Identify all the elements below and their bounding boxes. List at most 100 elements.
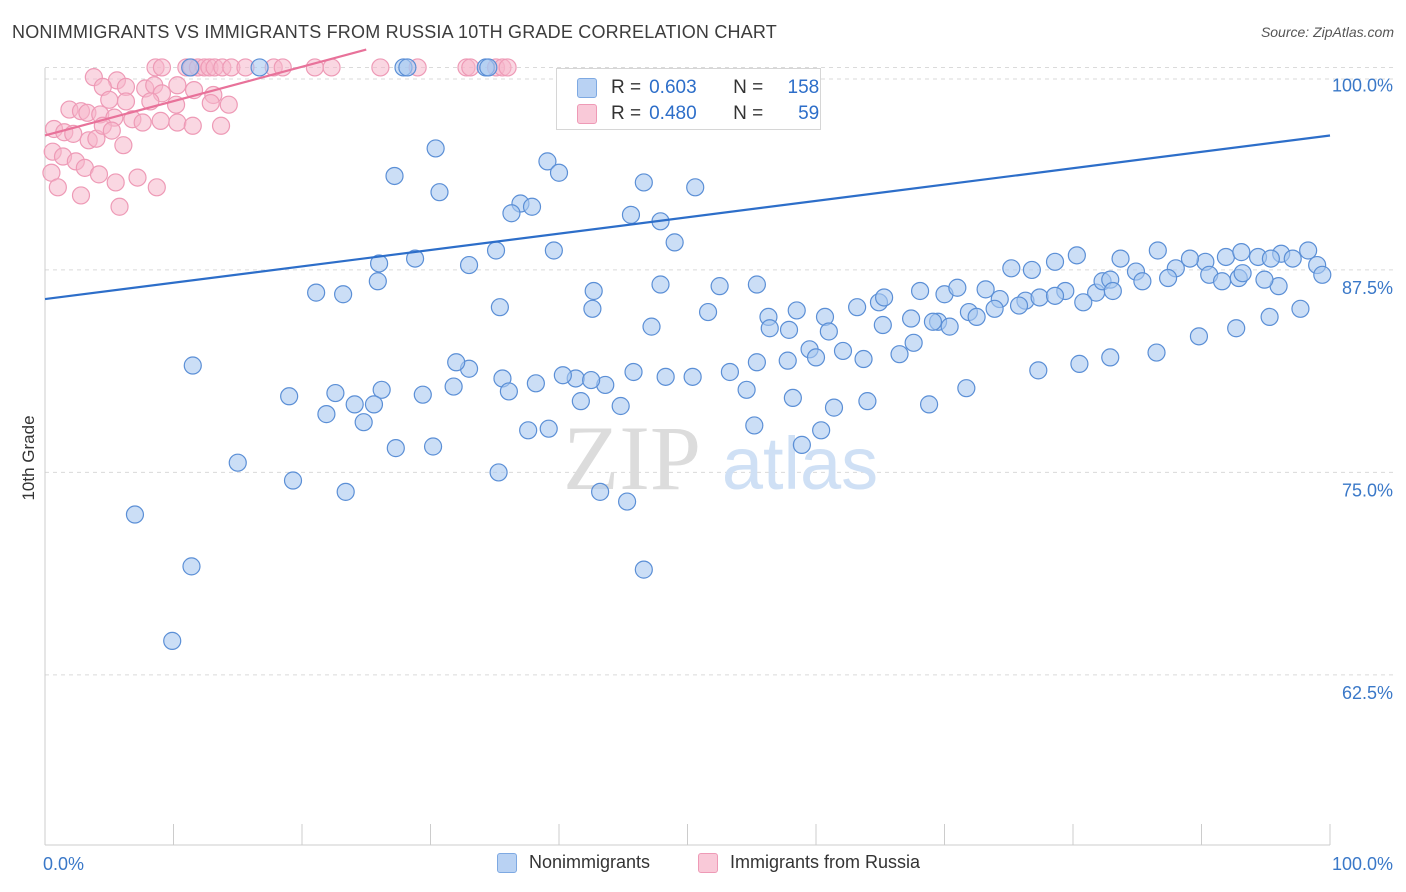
data-point-nonimmigrants: [1313, 265, 1332, 284]
data-point-nonimmigrants: [634, 560, 653, 579]
stats-n-value: 59: [798, 103, 820, 124]
trend-line-immigrants-russia: [44, 48, 367, 137]
data-point-immigrants-russia: [152, 58, 172, 77]
data-point-nonimmigrants: [423, 437, 443, 456]
data-point-nonimmigrants: [910, 281, 930, 301]
data-point-nonimmigrants: [1261, 249, 1280, 268]
data-point-nonimmigrants: [940, 317, 959, 336]
data-point-nonimmigrants: [489, 463, 508, 482]
data-point-nonimmigrants: [526, 374, 545, 393]
stats-swatch-blue: [577, 78, 597, 98]
data-point-nonimmigrants: [553, 366, 572, 385]
data-point-nonimmigrants: [1022, 260, 1041, 280]
data-point-nonimmigrants: [634, 173, 653, 192]
data-point-nonimmigrants: [354, 413, 373, 432]
data-point-nonimmigrants: [1212, 272, 1232, 291]
stats-swatch-pink: [577, 104, 597, 124]
data-point-nonimmigrants: [611, 396, 630, 416]
data-point-nonimmigrants: [372, 380, 391, 399]
data-point-nonimmigrants: [923, 312, 943, 331]
stats-n-label: N =: [733, 103, 764, 124]
legend-label-nonimmigrants: Nonimmigrants: [529, 852, 651, 872]
data-point-nonimmigrants: [447, 353, 466, 372]
data-point-nonimmigrants: [919, 395, 939, 414]
nonimmigrants-points: [125, 58, 1332, 650]
data-point-nonimmigrants: [250, 58, 269, 77]
data-point-nonimmigrants: [624, 362, 643, 382]
data-point-nonimmigrants: [737, 380, 756, 399]
legend-item-nonimmigrants[interactable]: Nonimmigrants: [497, 852, 650, 873]
legend-item-immigrants-russia[interactable]: Immigrants from Russia: [698, 852, 920, 873]
data-point-nonimmigrants: [364, 395, 384, 414]
data-point-nonimmigrants: [1158, 268, 1178, 288]
watermark-atlas: atlas: [722, 422, 878, 505]
data-point-nonimmigrants: [854, 349, 873, 369]
data-point-immigrants-russia: [71, 186, 91, 205]
chart-legend: Nonimmigrants Immigrants from Russia: [0, 852, 1406, 876]
data-point-nonimmigrants: [976, 280, 995, 299]
data-point-immigrants-russia: [147, 178, 166, 197]
y-tick-label: 75.0%: [1342, 480, 1393, 500]
data-point-nonimmigrants: [280, 387, 299, 406]
data-point-nonimmigrants: [538, 152, 557, 171]
chart-source: Source: ZipAtlas.com: [1260, 24, 1394, 40]
data-point-nonimmigrants: [848, 298, 867, 317]
data-point-immigrants-russia: [114, 136, 133, 155]
data-point-nonimmigrants: [967, 307, 986, 327]
data-point-nonimmigrants: [875, 288, 894, 307]
stats-r-label: R =: [611, 103, 642, 124]
data-point-nonimmigrants: [490, 298, 509, 317]
data-point-nonimmigrants: [1111, 249, 1130, 268]
data-point-nonimmigrants: [370, 254, 389, 273]
data-point-immigrants-russia: [110, 197, 129, 216]
data-point-nonimmigrants: [499, 382, 518, 401]
stats-r-value: 0.603: [649, 77, 697, 98]
data-point-nonimmigrants: [1067, 246, 1086, 265]
data-point-nonimmigrants: [683, 367, 702, 386]
legend-swatch-blue: [497, 852, 517, 873]
data-point-nonimmigrants: [459, 255, 479, 275]
data-point-immigrants-russia: [48, 178, 67, 197]
x-tick-label-max: 100.0%: [1332, 854, 1393, 874]
y-tick-label: 87.5%: [1342, 278, 1393, 298]
data-point-nonimmigrants: [787, 301, 806, 320]
data-point-nonimmigrants: [890, 345, 909, 364]
data-point-nonimmigrants: [583, 299, 602, 318]
x-tick-labels: 0.0% 100.0%: [43, 854, 1393, 874]
data-point-nonimmigrants: [386, 439, 405, 458]
data-point-nonimmigrants: [539, 419, 558, 438]
data-point-nonimmigrants: [584, 281, 603, 301]
data-point-nonimmigrants: [873, 315, 892, 335]
data-point-nonimmigrants: [336, 482, 355, 501]
data-point-nonimmigrants: [819, 322, 838, 341]
data-point-nonimmigrants: [1189, 327, 1209, 346]
data-point-nonimmigrants: [783, 388, 802, 408]
stats-row-immigrants-russia: R = 0.480 N = 59: [577, 102, 819, 126]
data-point-nonimmigrants: [1148, 241, 1167, 260]
data-point-nonimmigrants: [651, 275, 670, 294]
data-point-nonimmigrants: [618, 492, 637, 511]
data-point-nonimmigrants: [1180, 249, 1200, 268]
data-point-nonimmigrants: [1227, 319, 1246, 338]
data-point-nonimmigrants: [522, 197, 542, 216]
data-point-nonimmigrants: [1299, 241, 1318, 260]
data-point-nonimmigrants: [228, 453, 247, 472]
chart-title: NONIMMIGRANTS VS IMMIGRANTS FROM RUSSIA …: [12, 22, 778, 42]
data-point-immigrants-russia: [498, 58, 517, 77]
data-point-nonimmigrants: [405, 249, 425, 268]
trend-line-nonimmigrants: [44, 134, 1331, 301]
stats-n-value: 158: [787, 77, 820, 98]
data-point-nonimmigrants: [779, 320, 799, 339]
data-point-nonimmigrants: [1030, 288, 1049, 307]
data-point-nonimmigrants: [1216, 247, 1236, 267]
data-point-nonimmigrants: [479, 58, 498, 77]
data-point-nonimmigrants: [183, 356, 202, 375]
data-point-nonimmigrants: [1260, 307, 1279, 327]
data-point-nonimmigrants: [904, 333, 923, 352]
data-point-nonimmigrants: [824, 398, 844, 417]
data-point-nonimmigrants: [747, 275, 766, 294]
data-point-nonimmigrants: [1045, 252, 1065, 271]
data-point-nonimmigrants: [806, 348, 826, 367]
y-tick-label: 62.5%: [1342, 683, 1393, 703]
data-point-nonimmigrants: [317, 405, 336, 424]
